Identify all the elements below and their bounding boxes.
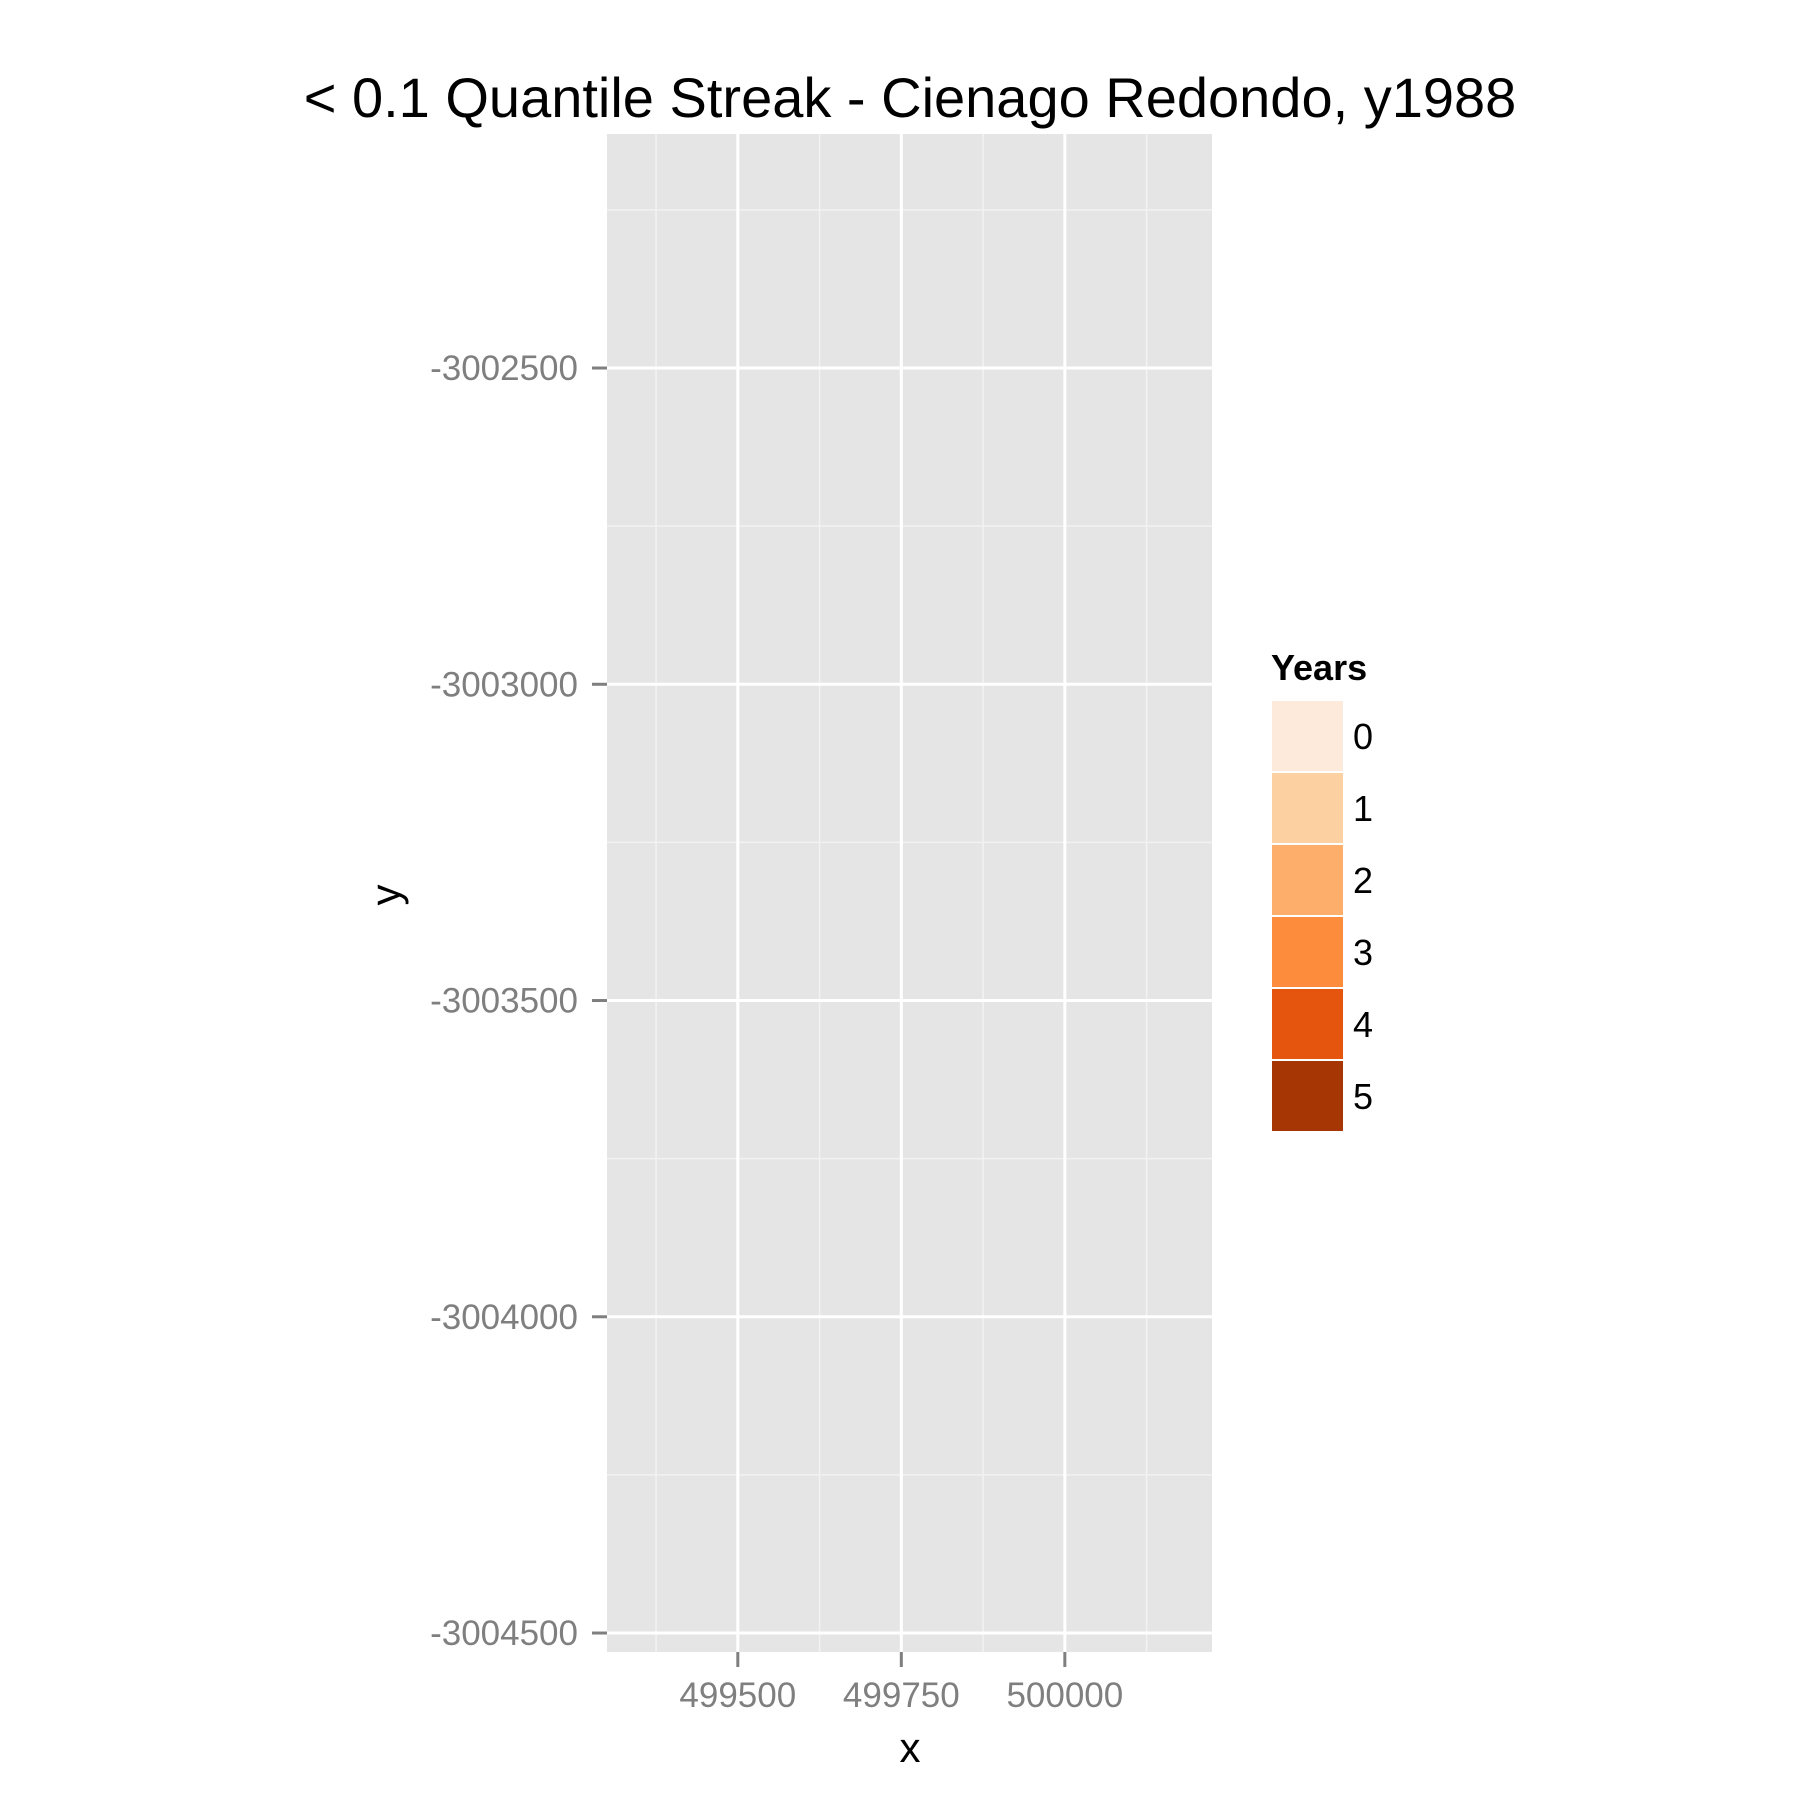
legend: Years 0 1 2 3 4 5 — [1270, 647, 1373, 1133]
x-axis-title: x — [900, 1724, 921, 1771]
y-tick-label: -3002500 — [430, 349, 578, 388]
legend-label: 0 — [1353, 716, 1373, 757]
y-axis-title: y — [362, 885, 409, 906]
y-tick-label: -3003000 — [430, 665, 578, 704]
legend-label: 2 — [1353, 860, 1373, 901]
legend-key — [1270, 699, 1345, 773]
y-axis: -3002500 -3003000 -3003500 -3004000 -3004500 — [430, 349, 607, 1653]
plot-panel — [607, 134, 1212, 1652]
x-tick-label: 499750 — [843, 1676, 960, 1715]
x-tick-label: 499500 — [679, 1676, 796, 1715]
legend-title: Years — [1271, 647, 1367, 688]
x-tick-label: 500000 — [1006, 1676, 1123, 1715]
chart-title: < 0.1 Quantile Streak - Cienago Redondo,… — [304, 66, 1517, 129]
legend-label: 3 — [1353, 932, 1373, 973]
legend-key — [1270, 771, 1345, 845]
y-tick-label: -3003500 — [430, 982, 578, 1021]
legend-key — [1270, 987, 1345, 1061]
legend-label: 4 — [1353, 1004, 1373, 1045]
legend-key — [1270, 843, 1345, 917]
y-tick-label: -3004500 — [430, 1614, 578, 1653]
legend-key — [1270, 1059, 1345, 1133]
x-axis: 499500 499750 500000 — [679, 1652, 1123, 1715]
major-gridlines — [607, 134, 1212, 1652]
legend-key — [1270, 915, 1345, 989]
legend-label: 5 — [1353, 1076, 1373, 1117]
y-tick-label: -3004000 — [430, 1298, 578, 1337]
legend-label: 1 — [1353, 788, 1373, 829]
minor-gridlines — [607, 134, 1212, 1652]
